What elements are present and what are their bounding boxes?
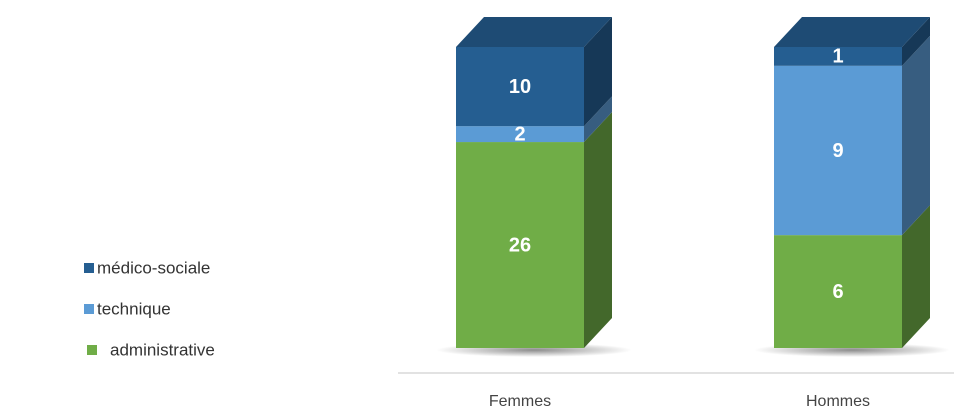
- x-tick-label: Hommes: [806, 393, 870, 410]
- data-label: 1: [832, 46, 843, 68]
- bar-side: [584, 17, 612, 127]
- bar-top: [456, 17, 612, 47]
- bar: [774, 235, 902, 348]
- data-label: 6: [832, 281, 843, 303]
- bar-side: [902, 205, 930, 348]
- bar: [774, 65, 902, 236]
- data-label: 26: [509, 234, 531, 256]
- legend-label: médico-sociale: [97, 258, 210, 277]
- legend-label: technique: [97, 299, 171, 318]
- bar-side: [902, 35, 930, 236]
- bar: [456, 126, 584, 143]
- bar-side: [584, 112, 612, 348]
- data-label: 9: [832, 140, 843, 162]
- legend-swatch: [84, 263, 94, 273]
- bar-top: [774, 17, 930, 47]
- data-label: 2: [514, 123, 525, 145]
- legend-swatch: [84, 304, 94, 314]
- bar-side: [584, 96, 612, 143]
- x-tick-label: Femmes: [489, 393, 551, 410]
- bar-side: [902, 17, 930, 66]
- bar: [456, 47, 584, 127]
- bar: [456, 142, 584, 348]
- data-label: 10: [509, 76, 531, 98]
- legend-label: administrative: [110, 340, 215, 359]
- legend-swatch: [87, 345, 97, 355]
- bar: [774, 47, 902, 66]
